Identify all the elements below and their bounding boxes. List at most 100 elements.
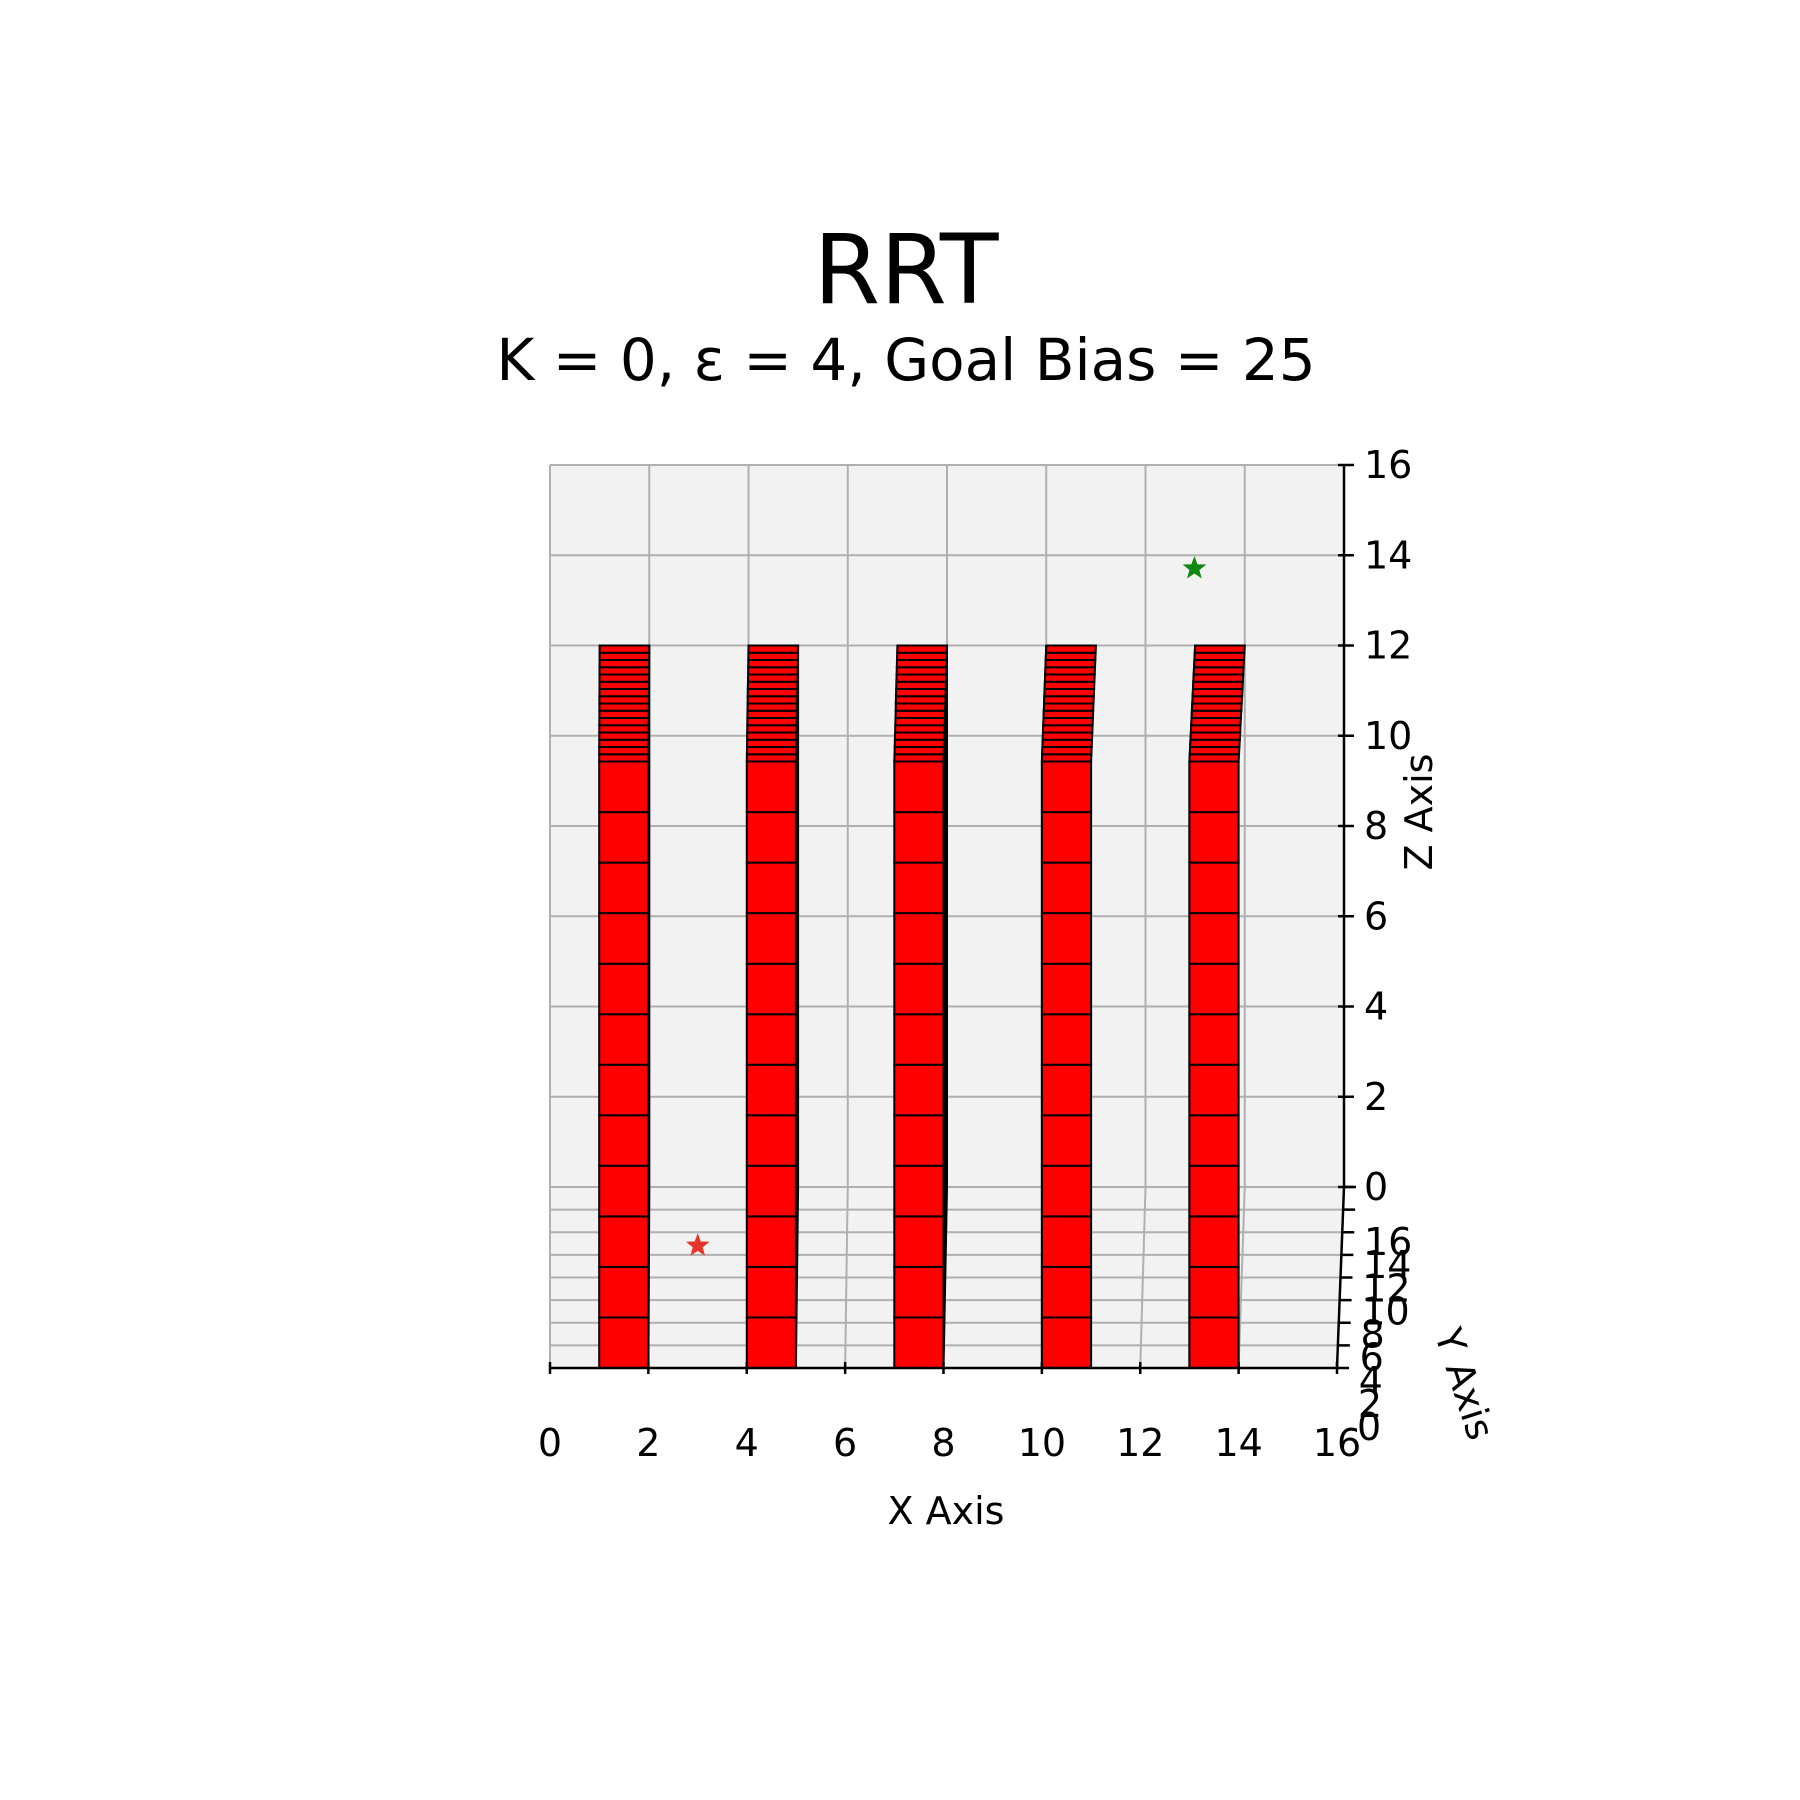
obstacle-front-cell (893, 1316, 945, 1369)
obstacle-front-cell (598, 912, 650, 965)
obstacle-front-cell (745, 1265, 797, 1319)
obstacle-front-cell (598, 1215, 650, 1268)
obstacle-top-cell (598, 746, 650, 756)
chart-title: RRT (813, 214, 998, 326)
obstacle-front-cell (893, 962, 945, 1016)
x-tick-label: 8 (931, 1421, 955, 1465)
obstacle-front-cell (1188, 1063, 1240, 1117)
z-tick-label: 6 (1364, 894, 1388, 938)
z-tick-label: 2 (1364, 1075, 1388, 1119)
y-tick-label: 14 (1363, 1243, 1411, 1287)
obstacle-front-cell (893, 1114, 945, 1167)
obstacle-top-cell (1041, 724, 1094, 734)
x-tick-label: 2 (636, 1421, 660, 1465)
obstacle-front-cell (893, 760, 945, 814)
obstacle-front-cell (745, 811, 797, 864)
obstacle-front-cell (1188, 1215, 1240, 1268)
obstacle-top-cell (598, 644, 651, 654)
y-tick-label: 8 (1361, 1313, 1385, 1357)
obstacle-front-cell (598, 1114, 650, 1167)
obstacle-top-cell (1191, 695, 1244, 705)
x-tick-label: 10 (1018, 1421, 1066, 1465)
x-tick-label: 4 (735, 1421, 759, 1465)
obstacle-top-cell (893, 731, 946, 741)
obstacle-front-cell (1040, 1063, 1093, 1117)
obstacle-top-cell (1041, 746, 1093, 756)
obstacle-top-cell (893, 746, 945, 756)
y-tick-label: 2 (1358, 1382, 1382, 1426)
chart-subtitle: K = 0, ε = 4, Goal Bias = 25 (496, 326, 1315, 394)
obstacle-top-cell (894, 709, 947, 719)
obstacle-front-cell (1188, 962, 1240, 1016)
obstacle-top-cell (895, 666, 948, 676)
z-tick-label: 14 (1364, 533, 1412, 577)
obstacle-top-cell (894, 688, 947, 698)
obstacle-front-cell (598, 1164, 650, 1218)
obstacle-front-cell (1188, 1316, 1240, 1369)
obstacle-front-cell (598, 861, 650, 915)
obstacle-top-cell (1044, 659, 1097, 669)
goal-point (1182, 555, 1207, 579)
obstacle-front-cell (745, 760, 797, 814)
obstacle-top-cell (1193, 659, 1246, 669)
obstacle-top-cell (1040, 753, 1093, 763)
points-group (685, 555, 1207, 1256)
obstacle-front-cell (598, 962, 650, 1016)
obstacle-top-cell (598, 738, 650, 748)
x-tick-label: 16 (1313, 1421, 1361, 1465)
obstacle-front-cell (745, 912, 797, 965)
obstacle-front-cell (893, 861, 945, 915)
obstacle-top-cell (1041, 731, 1094, 741)
z-tick-label: 4 (1364, 985, 1388, 1029)
obstacle-top-cell (896, 644, 949, 654)
z-tick-label: 10 (1364, 714, 1412, 758)
obstacle-front-cell (1188, 1164, 1240, 1218)
obstacle-front-cell (1040, 861, 1093, 915)
y-axis-label: Y Axis (1425, 1322, 1502, 1445)
obstacle-front-cell (1040, 1215, 1093, 1268)
obstacle-top-cell (746, 673, 799, 683)
obstacle-top-cell (893, 753, 945, 763)
obstacle-top-cell (746, 695, 799, 705)
obstacle-top-cell (745, 753, 798, 763)
obstacle-top-cell (1192, 666, 1245, 676)
obstacle-front-cell (598, 1063, 650, 1117)
obstacle-front-cell (745, 1316, 797, 1369)
obstacle-top-cell (1041, 738, 1094, 748)
obstacle-top-cell (1042, 702, 1095, 712)
obstacle-top-cell (1191, 680, 1244, 690)
obstacle-front-cell (893, 1013, 945, 1066)
z-tick-label: 16 (1364, 443, 1412, 487)
obstacle-wall (598, 644, 651, 1369)
obstacle-front-cell (598, 811, 650, 864)
obstacle-top-cell (1191, 688, 1244, 698)
obstacle-top-cell (598, 659, 651, 669)
obstacle-top-cell (894, 717, 946, 727)
obstacle-wall (745, 644, 800, 1369)
obstacle-top-cell (1190, 709, 1243, 719)
obstacle-front-cell (745, 1114, 797, 1167)
obstacle-top-cell (1189, 738, 1241, 748)
obstacle-top-cell (1043, 680, 1096, 690)
obstacle-front-cell (745, 1215, 797, 1268)
obstacle-top-cell (747, 644, 800, 654)
obstacle-top-cell (1042, 709, 1095, 719)
obstacle-top-cell (598, 651, 651, 661)
obstacle-top-cell (746, 709, 798, 719)
obstacle-top-cell (598, 673, 650, 683)
obstacle-top-cell (895, 673, 948, 683)
y-tick-label: 16 (1364, 1220, 1412, 1264)
obstacle-front-cell (745, 962, 797, 1016)
obstacle-front-cell (893, 1063, 945, 1117)
obstacle-top-cell (747, 659, 799, 669)
obstacle-top-cell (746, 717, 798, 727)
obstacle-front-cell (1040, 912, 1093, 965)
obstacle-front-cell (598, 1013, 650, 1066)
obstacle-front-cell (1040, 1164, 1093, 1218)
obstacle-top-cell (1044, 666, 1097, 676)
obstacle-front-cell (1188, 760, 1240, 814)
obstacle-front-cell (893, 811, 945, 864)
obstacle-top-cell (1189, 724, 1242, 734)
y-tick-label: 10 (1361, 1289, 1409, 1333)
